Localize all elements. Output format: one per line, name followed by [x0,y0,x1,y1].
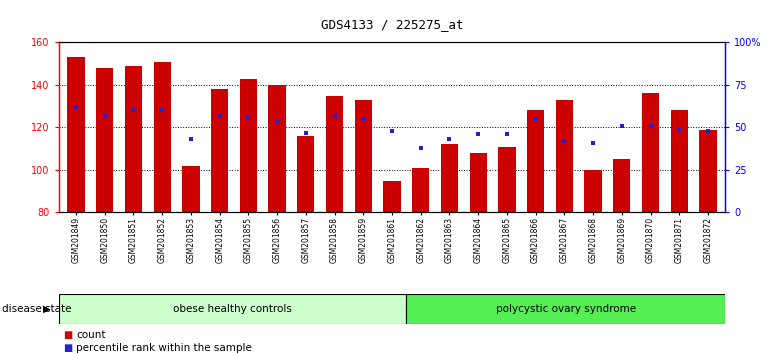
Bar [527,110,544,212]
Bar [240,79,257,212]
Bar [699,130,717,212]
Bar [211,89,228,212]
Bar [584,170,601,212]
Bar [613,159,630,212]
Bar [441,144,458,212]
Text: GDS4133 / 225275_at: GDS4133 / 225275_at [321,18,463,31]
Text: disease state: disease state [2,304,71,314]
Bar [670,110,688,212]
Bar [499,147,516,212]
Bar [297,136,314,212]
FancyBboxPatch shape [59,294,406,324]
FancyBboxPatch shape [406,294,725,324]
Bar [154,62,171,212]
Bar [268,85,285,212]
Bar [470,153,487,212]
Bar [354,100,372,212]
Bar [412,168,430,212]
Bar [556,100,573,212]
Bar [383,181,401,212]
Text: ■: ■ [63,330,72,339]
Bar [326,96,343,212]
Text: ▶: ▶ [43,304,51,314]
Text: count: count [76,330,106,339]
Bar [642,93,659,212]
Bar [125,66,142,212]
Text: ■: ■ [63,343,72,353]
Bar [67,57,85,212]
Bar [96,68,114,212]
Text: obese healthy controls: obese healthy controls [173,304,292,314]
Text: polycystic ovary syndrome: polycystic ovary syndrome [495,304,636,314]
Bar [183,166,200,212]
Text: percentile rank within the sample: percentile rank within the sample [76,343,252,353]
